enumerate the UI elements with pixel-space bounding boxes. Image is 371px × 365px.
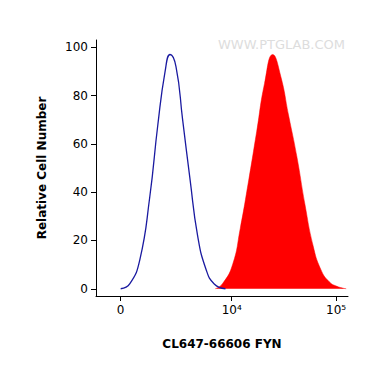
svg-text:0: 0 xyxy=(80,282,88,296)
svg-text:60: 60 xyxy=(73,137,88,151)
svg-text:0: 0 xyxy=(117,303,125,317)
svg-text:20: 20 xyxy=(73,233,88,247)
svg-text:Relative Cell Number: Relative Cell Number xyxy=(35,97,49,240)
svg-text:80: 80 xyxy=(73,89,88,103)
svg-text:40: 40 xyxy=(73,185,88,199)
svg-text:WWW.PTGLAB.COM: WWW.PTGLAB.COM xyxy=(218,37,345,52)
svg-text:CL647-66606 FYN: CL647-66606 FYN xyxy=(162,337,281,351)
svg-text:10⁴: 10⁴ xyxy=(222,303,242,317)
svg-text:100: 100 xyxy=(65,40,88,54)
svg-text:10⁵: 10⁵ xyxy=(326,303,346,317)
